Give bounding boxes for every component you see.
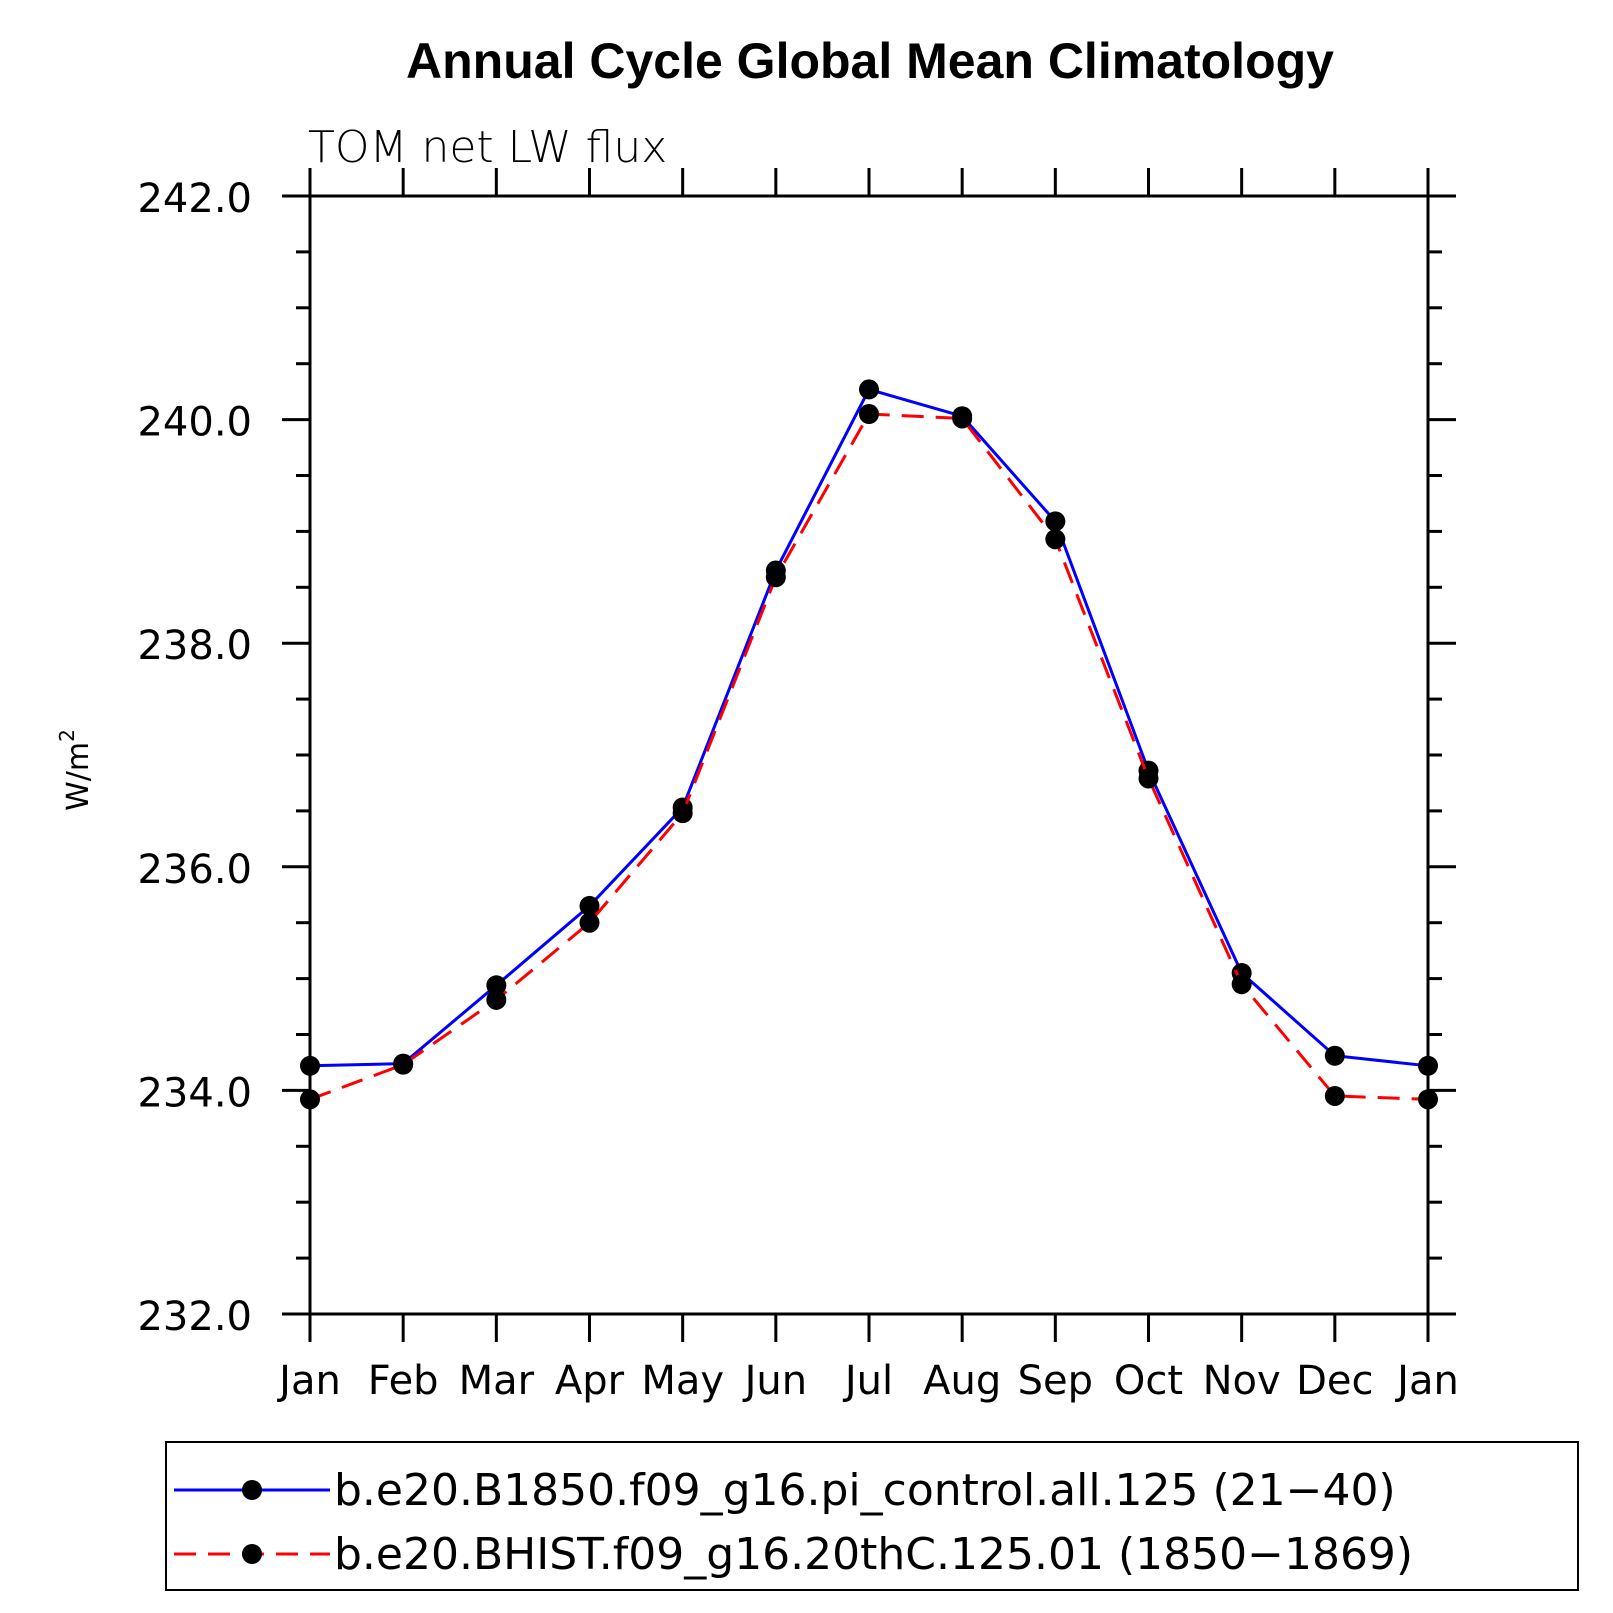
x-tick-label: Feb bbox=[368, 1358, 439, 1404]
x-tick-label: May bbox=[641, 1358, 724, 1404]
data-point bbox=[859, 379, 879, 400]
plot-area: Jan Feb Mar Apr May Jun Jul Aug Sep Oct Nov Dec Jan 2… bbox=[137, 168, 1459, 1404]
data-point bbox=[1324, 1085, 1345, 1106]
data-point bbox=[579, 912, 600, 933]
data-point bbox=[1045, 511, 1066, 532]
x-tick-label: Dec bbox=[1296, 1358, 1373, 1404]
x-tick-label: Jun bbox=[742, 1358, 808, 1404]
data-point bbox=[1138, 768, 1159, 789]
data-point bbox=[486, 989, 507, 1010]
legend-box bbox=[165, 1441, 1579, 1591]
data-point bbox=[1324, 1045, 1345, 1066]
y-tick-label: 238.0 bbox=[137, 623, 252, 669]
x-tick-label: Jul bbox=[842, 1358, 893, 1404]
data-point bbox=[393, 1054, 414, 1075]
legend-marker bbox=[242, 1480, 262, 1500]
data-point bbox=[1231, 974, 1252, 995]
x-tick-label: Sep bbox=[1018, 1358, 1093, 1404]
data-point bbox=[1418, 1089, 1438, 1110]
series-line bbox=[309, 412, 1429, 1101]
data-point bbox=[765, 567, 786, 588]
x-tick-label: Aug bbox=[923, 1358, 1001, 1404]
legend: b.e20.B1850.f09_g16.pi_control.all.125 (… bbox=[165, 1441, 1579, 1591]
x-tick-label: Apr bbox=[555, 1358, 625, 1404]
data-point bbox=[672, 803, 693, 824]
x-tick-label: Oct bbox=[1114, 1358, 1183, 1404]
data-point bbox=[859, 404, 879, 425]
data-point bbox=[486, 975, 507, 996]
plot-frame bbox=[308, 194, 1430, 1316]
data-point bbox=[952, 408, 973, 429]
legend-marker bbox=[242, 1544, 262, 1564]
legend-label: b.e20.BHIST.f09_g16.20thC.125.01 (1850−1… bbox=[334, 1529, 1413, 1580]
data-point bbox=[1418, 1055, 1438, 1076]
legend-label: b.e20.B1850.f09_g16.pi_control.all.125 (… bbox=[334, 1465, 1396, 1516]
y-tick-label: 242.0 bbox=[137, 176, 252, 222]
y-tick-label: 240.0 bbox=[137, 400, 252, 446]
data-point bbox=[300, 1089, 320, 1110]
y-tick-label: 232.0 bbox=[137, 1294, 252, 1340]
y-axis-label-superscript: 2 bbox=[55, 729, 79, 742]
y-tick-label: 234.0 bbox=[137, 1070, 252, 1116]
series-line bbox=[309, 387, 1429, 1068]
y-axis-label-base: W/m bbox=[61, 742, 96, 811]
series-1 bbox=[300, 379, 1438, 1076]
x-tick-label: Mar bbox=[459, 1358, 535, 1404]
x-tick-label: Nov bbox=[1203, 1358, 1281, 1404]
data-point bbox=[579, 895, 600, 916]
data-point bbox=[1045, 529, 1066, 550]
y-tick-label: 236.0 bbox=[137, 847, 252, 893]
chart-title: Annual Cycle Global Mean Climatology bbox=[406, 33, 1334, 89]
data-point bbox=[300, 1055, 320, 1076]
chart-subtitle: TOM net LW flux bbox=[308, 122, 667, 173]
y-axis-label: W/m2 bbox=[55, 729, 96, 811]
series-2 bbox=[300, 404, 1438, 1110]
x-tick-label: Jan bbox=[276, 1358, 341, 1404]
x-tick-label: Jan bbox=[1394, 1358, 1459, 1404]
